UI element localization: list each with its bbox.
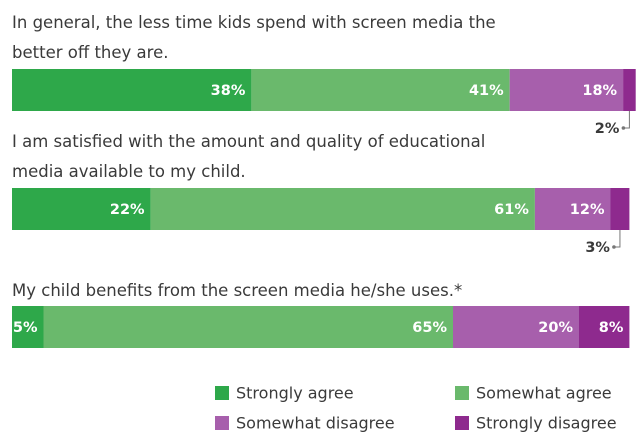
value-label: 22% (110, 202, 145, 218)
bar-segment (610, 188, 630, 230)
legend-swatch (215, 416, 229, 430)
legend-label: Somewhat disagree (236, 414, 395, 432)
value-label: 18% (582, 83, 617, 99)
bar-segment (579, 306, 630, 348)
legend-swatch (455, 416, 469, 430)
value-label: 2% (595, 121, 620, 137)
bar-segment (453, 306, 579, 348)
value-label: 65% (412, 320, 447, 336)
bar-segment (12, 69, 252, 111)
legend-swatch (455, 386, 469, 400)
legend-label: Somewhat agree (476, 384, 612, 403)
leader-dot (612, 245, 616, 249)
value-label: 61% (494, 202, 529, 218)
leader-line (623, 111, 630, 129)
leader-line (613, 230, 621, 248)
bar-segment (12, 188, 151, 230)
legend-label: Strongly disagree (476, 414, 617, 432)
question: In general, the less time kids spend wit… (12, 13, 496, 62)
value-label: 5% (13, 320, 38, 336)
bar-segment (251, 69, 510, 111)
question: I am satisfied with the amount and quali… (12, 132, 486, 181)
bar-segment (150, 188, 535, 230)
value-label: 3% (585, 240, 610, 256)
bar-segment (12, 306, 44, 348)
value-label: 20% (538, 320, 573, 336)
leader-dot (621, 126, 626, 130)
bar-segment (534, 188, 611, 230)
legend-swatch (215, 386, 229, 400)
value-label: 41% (469, 83, 504, 99)
question: My child benefits from the screen media … (12, 281, 463, 300)
value-label: 12% (570, 202, 605, 218)
bar-segment (43, 306, 453, 348)
value-label: 8% (599, 320, 624, 336)
bar-segment (623, 69, 636, 111)
legend-label: Strongly agree (236, 384, 354, 403)
value-label: 38% (211, 83, 246, 99)
bar-segment (509, 69, 624, 111)
